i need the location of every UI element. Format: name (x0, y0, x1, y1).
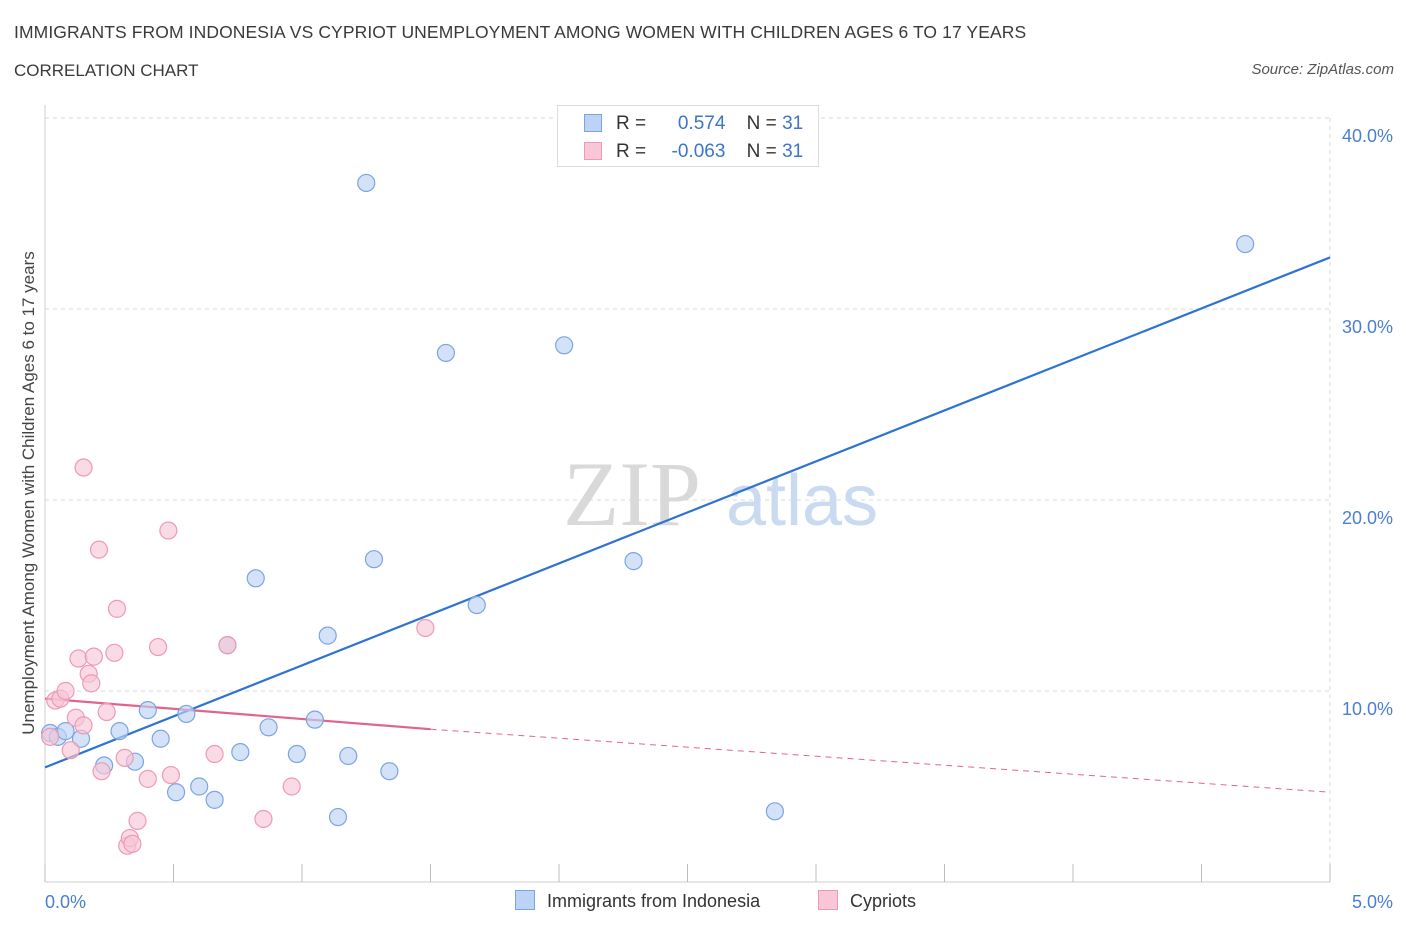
legend-label: Cypriots (850, 891, 917, 911)
point-cypriot (205, 744, 224, 764)
r-value: 0.574 (677, 113, 726, 134)
point-indonesia (624, 552, 643, 571)
stats-legend-row-blue: R = 0.574 N = 31 (584, 113, 803, 137)
n-label: N = (746, 141, 777, 162)
point-indonesia (190, 777, 209, 796)
blue-swatch (515, 890, 535, 910)
point-indonesia (151, 729, 170, 748)
point-cypriot (128, 811, 147, 830)
point-indonesia (357, 173, 376, 193)
point-indonesia (231, 743, 250, 762)
point-indonesia (1236, 234, 1255, 254)
watermark-atlas: atlas (726, 461, 878, 541)
point-cypriot (218, 636, 237, 655)
y-tick-label: 40.0% (1342, 126, 1393, 146)
point-indonesia (328, 807, 348, 827)
point-indonesia (110, 722, 129, 741)
axes (44, 105, 1331, 883)
n-value: 31 (782, 113, 804, 134)
point-cypriot (82, 674, 101, 693)
point-indonesia (177, 704, 196, 724)
r-value: -0.063 (671, 141, 726, 162)
y-tick-label: 10.0% (1342, 699, 1393, 719)
watermark: ZIP atlas (563, 443, 878, 545)
stats-legend: R = 0.574 N = 31 R = -0.063 N = 31 (557, 105, 819, 167)
point-cypriot (115, 748, 134, 767)
r-label: R = (616, 141, 647, 162)
point-indonesia (138, 700, 157, 720)
n-label: N = (746, 113, 777, 134)
source-attribution: Source: ZipAtlas.com (1251, 61, 1394, 78)
legend-label: Immigrants from Indonesia (547, 891, 761, 911)
y-tick-label: 20.0% (1342, 508, 1393, 528)
point-indonesia (318, 626, 337, 645)
trend-line-cypriots-extension (430, 728, 1331, 793)
legend-item-indonesia: Immigrants from Indonesia (515, 890, 760, 912)
point-cypriot (416, 618, 435, 638)
point-indonesia (765, 802, 784, 821)
point-cypriot (56, 681, 75, 701)
trend-line-indonesia (44, 256, 1331, 769)
blue-swatch (584, 114, 602, 132)
point-indonesia (436, 343, 456, 363)
point-cypriot (148, 637, 168, 657)
point-cypriot (74, 458, 93, 477)
point-cypriot (123, 834, 142, 853)
point-indonesia (205, 790, 224, 809)
point-cypriot (41, 727, 60, 746)
x-tick-label: 5.0% (1352, 892, 1393, 912)
point-indonesia (246, 569, 265, 588)
point-cypriot (138, 769, 157, 788)
point-cypriot (107, 599, 127, 618)
pink-swatch (818, 890, 838, 910)
tick-labels: 10.0% 20.0% 30.0% 40.0% 0.0% 5.0% (45, 126, 1393, 912)
point-indonesia (380, 762, 399, 781)
point-cypriot (161, 765, 181, 785)
point-cypriot (84, 647, 103, 666)
watermark-zip: ZIP (563, 443, 701, 545)
point-indonesia (364, 550, 384, 569)
pink-swatch (584, 142, 602, 160)
r-label: R = (616, 113, 647, 134)
x-tick-label: 0.0% (45, 892, 86, 912)
point-cypriot (89, 540, 109, 559)
data-points (41, 173, 1255, 855)
point-cypriot (105, 643, 124, 662)
n-value: 31 (782, 141, 804, 162)
stats-legend-row-pink: R = -0.063 N = 31 (584, 141, 803, 165)
point-cypriot (92, 762, 111, 781)
chart-subtitle: CORRELATION CHART (14, 61, 199, 80)
point-cypriot (282, 777, 301, 796)
point-cypriot (61, 741, 80, 760)
y-axis-label: Unemployment Among Women with Children A… (19, 251, 38, 735)
point-indonesia (555, 336, 574, 355)
point-indonesia (305, 710, 324, 729)
point-cypriot (254, 809, 273, 829)
y-tick-label: 30.0% (1342, 317, 1393, 337)
point-indonesia (166, 783, 186, 802)
point-cypriot (159, 521, 178, 540)
point-indonesia (339, 746, 358, 766)
chart-title: IMMIGRANTS FROM INDONESIA VS CYPRIOT UNE… (14, 22, 1027, 42)
point-indonesia (287, 744, 306, 764)
point-indonesia (467, 595, 486, 615)
point-cypriot (74, 716, 93, 735)
point-cypriot (97, 702, 116, 722)
point-cypriot (69, 649, 88, 668)
point-indonesia (259, 718, 278, 737)
legend-item-cypriots: Cypriots (818, 890, 916, 912)
